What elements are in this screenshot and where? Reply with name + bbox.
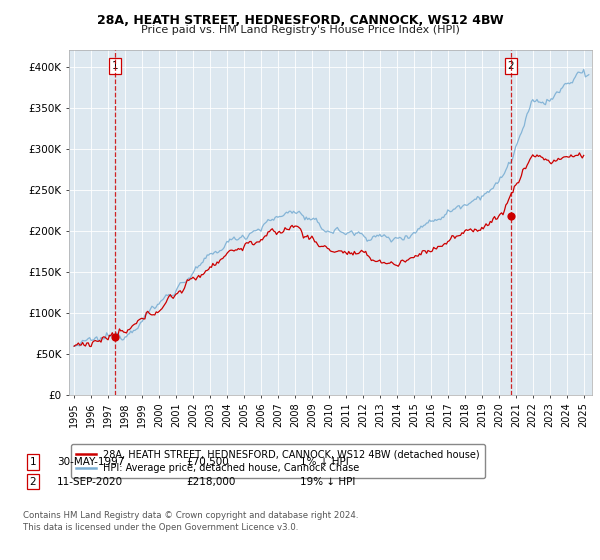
Text: £70,500: £70,500	[186, 457, 229, 467]
Point	[110, 333, 120, 342]
Text: 28A, HEATH STREET, HEDNESFORD, CANNOCK, WS12 4BW: 28A, HEATH STREET, HEDNESFORD, CANNOCK, …	[97, 14, 503, 27]
Text: £218,000: £218,000	[186, 477, 235, 487]
Legend: 28A, HEATH STREET, HEDNESFORD, CANNOCK, WS12 4BW (detached house), HPI: Average : 28A, HEATH STREET, HEDNESFORD, CANNOCK, …	[71, 445, 485, 478]
Text: Price paid vs. HM Land Registry's House Price Index (HPI): Price paid vs. HM Land Registry's House …	[140, 25, 460, 35]
Text: Contains HM Land Registry data © Crown copyright and database right 2024.
This d: Contains HM Land Registry data © Crown c…	[23, 511, 358, 531]
Text: 11-SEP-2020: 11-SEP-2020	[57, 477, 123, 487]
Text: 19% ↓ HPI: 19% ↓ HPI	[300, 477, 355, 487]
Point	[506, 212, 515, 221]
Text: 1% ↓ HPI: 1% ↓ HPI	[300, 457, 349, 467]
Text: 1: 1	[112, 61, 118, 71]
Text: 1: 1	[29, 457, 37, 467]
Text: 2: 2	[508, 61, 514, 71]
Text: 30-MAY-1997: 30-MAY-1997	[57, 457, 124, 467]
Text: 2: 2	[29, 477, 37, 487]
